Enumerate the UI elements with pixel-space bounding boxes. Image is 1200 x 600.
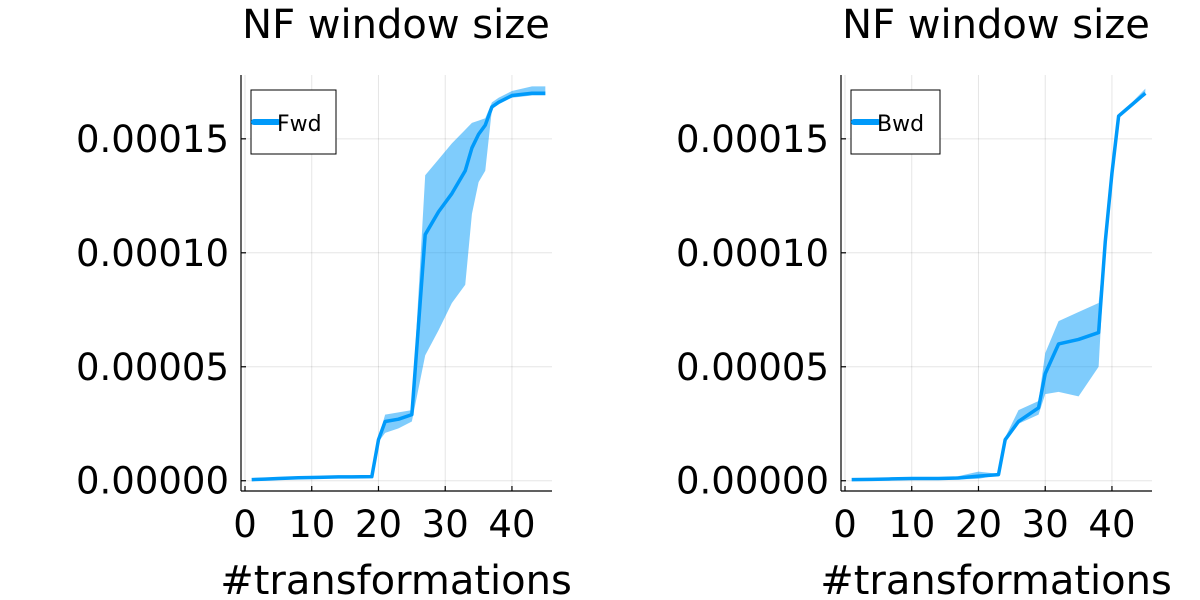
- chart-panel-1: 0 10 20 30 40 0.00000 0.00005 0.00010 0.00015 NF …: [76, 2, 572, 600]
- x-tick-label: 10: [288, 503, 335, 546]
- chart-title: NF window size: [842, 2, 1150, 48]
- legend-label: Bwd: [877, 112, 924, 137]
- y-tick-label: 0.00000: [76, 460, 229, 503]
- x-tick-label: 30: [422, 503, 469, 546]
- y-tick-label: 0.00010: [676, 232, 829, 275]
- x-axis-label: #transformations: [820, 558, 1172, 600]
- legend: Bwd: [850, 89, 941, 155]
- y-tick-label: 0.00010: [76, 232, 229, 275]
- x-tick-label: 0: [233, 503, 257, 546]
- y-tick-label: 0.00015: [76, 118, 229, 161]
- x-tick-label: 40: [488, 503, 535, 546]
- x-tick-label: 30: [1022, 503, 1069, 546]
- confidence-band-fwd: [251, 86, 546, 480]
- x-tick-label: 0: [833, 503, 857, 546]
- y-tick-label: 0.00000: [676, 460, 829, 503]
- chart-title: NF window size: [242, 2, 550, 48]
- chart-panel-2: 0 10 20 30 40 0.00000 0.00005 0.00010 0.00015 NF …: [676, 2, 1172, 600]
- x-tick-label: 20: [355, 503, 402, 546]
- x-tick-label: 40: [1088, 503, 1135, 546]
- x-tick-label: 20: [955, 503, 1002, 546]
- x-tick-label: 10: [888, 503, 935, 546]
- confidence-band-bwd: [851, 88, 1146, 480]
- y-tick-label: 0.00005: [676, 346, 829, 389]
- legend-label: Fwd: [277, 112, 322, 137]
- x-axis-label: #transformations: [220, 558, 572, 600]
- series-line-fwd: [251, 91, 546, 482]
- legend: Fwd: [250, 89, 337, 155]
- series-line-bwd: [851, 91, 1147, 482]
- y-tick-label: 0.00005: [76, 346, 229, 389]
- y-tick-label: 0.00015: [676, 118, 829, 161]
